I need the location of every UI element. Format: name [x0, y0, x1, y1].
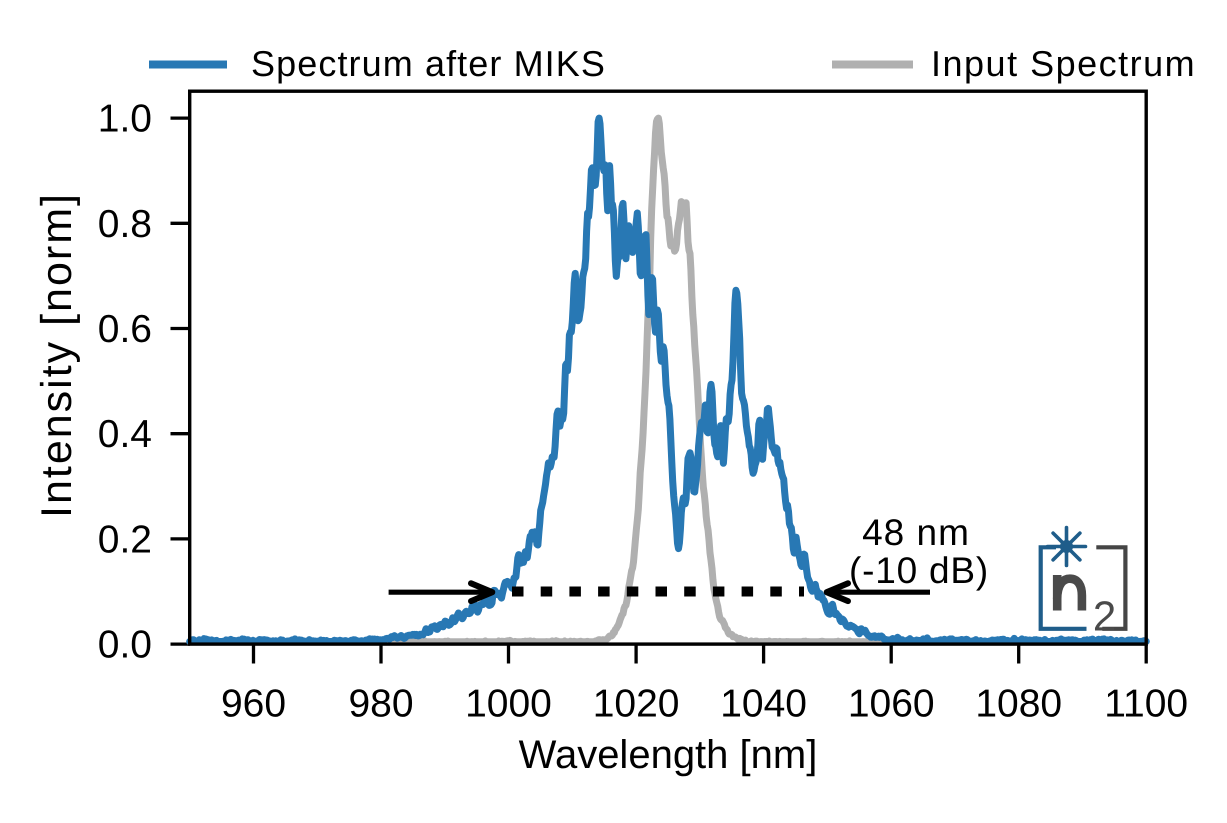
svg-text:1100: 1100: [1104, 683, 1188, 726]
svg-text:1000: 1000: [465, 683, 552, 726]
svg-text:1020: 1020: [593, 683, 680, 726]
svg-text:Input Spectrum: Input Spectrum: [931, 43, 1196, 84]
svg-text:48 nm: 48 nm: [862, 512, 970, 553]
svg-text:960: 960: [221, 683, 286, 726]
svg-text:0.2: 0.2: [98, 518, 152, 561]
svg-text:1080: 1080: [975, 683, 1062, 726]
svg-text:980: 980: [348, 683, 413, 726]
svg-text:Spectrum after MIKS: Spectrum after MIKS: [251, 43, 606, 84]
svg-text:1.0: 1.0: [98, 98, 152, 141]
svg-text:1040: 1040: [720, 683, 807, 726]
svg-text:1060: 1060: [848, 683, 935, 726]
svg-text:Intensity [norm]: Intensity [norm]: [33, 192, 81, 518]
svg-text:0.6: 0.6: [98, 308, 152, 351]
svg-text:0.8: 0.8: [98, 203, 152, 246]
svg-text:(-10 dB): (-10 dB): [849, 550, 989, 591]
svg-text:Wavelength [nm]: Wavelength [nm]: [519, 733, 818, 777]
svg-text:0.0: 0.0: [98, 624, 152, 667]
svg-text:0.4: 0.4: [98, 413, 152, 456]
svg-text:2: 2: [1093, 593, 1116, 640]
